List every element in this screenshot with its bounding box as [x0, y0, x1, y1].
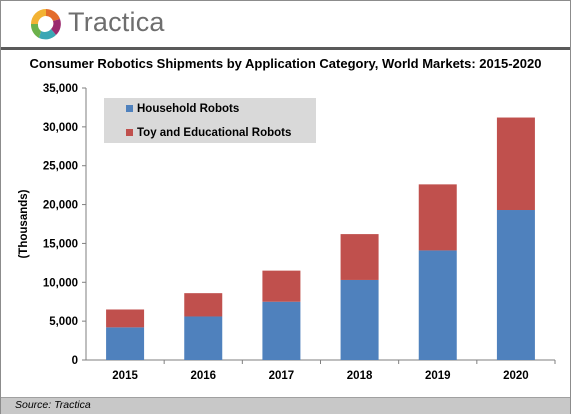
x-tick-label: 2018	[347, 370, 373, 382]
bar-household-2020	[496, 210, 535, 360]
y-tick-label: 35,000	[43, 83, 78, 95]
tractica-logo-icon	[30, 9, 61, 40]
source-note: Source: Tractica	[15, 399, 91, 411]
chart-plot: 0 5,000 10,000 15,000 20,000 25,000 30,000 35,0…	[18, 83, 556, 382]
legend-swatch	[126, 105, 133, 112]
y-axis-label: (Thousands)	[18, 189, 30, 258]
bar-household-2019	[418, 250, 457, 360]
legend-label: Household Robots	[137, 103, 239, 115]
bar-toy-educational-2018	[340, 234, 379, 280]
x-tick-label: 2016	[190, 370, 216, 382]
y-tick-label: 30,000	[43, 122, 78, 134]
x-tick-label: 2017	[269, 370, 295, 382]
bar-household-2015	[106, 327, 145, 360]
header-divider	[1, 47, 570, 50]
bar-household-2018	[340, 279, 379, 360]
bar-household-2016	[184, 316, 223, 360]
chart-title: Consumer Robotics Shipments by Applicati…	[29, 56, 542, 71]
y-tick-label: 20,000	[43, 200, 78, 212]
legend-swatch	[126, 129, 133, 136]
footer: Source: Tractica	[1, 397, 570, 414]
bar-toy-educational-2019	[418, 184, 457, 251]
bar-toy-educational-2015	[106, 309, 145, 328]
y-tick-label: 5,000	[49, 316, 78, 328]
x-tick-label: 2019	[425, 370, 451, 382]
y-tick-label: 25,000	[43, 161, 78, 173]
bar-toy-educational-2020	[496, 117, 535, 211]
bar-household-2017	[262, 301, 301, 360]
bar-toy-educational-2016	[184, 293, 223, 317]
header: Tractica	[1, 1, 570, 46]
y-tick-label: 10,000	[43, 277, 78, 289]
y-tick-label: 0	[72, 355, 78, 367]
x-tick-label: 2015	[112, 370, 138, 382]
legend-box	[104, 98, 316, 143]
bar-toy-educational-2017	[262, 270, 301, 302]
y-tick-label: 15,000	[43, 238, 78, 250]
brand-name: Tractica	[68, 7, 165, 37]
legend-label: Toy and Educational Robots	[137, 127, 291, 139]
x-tick-label: 2020	[503, 370, 529, 382]
